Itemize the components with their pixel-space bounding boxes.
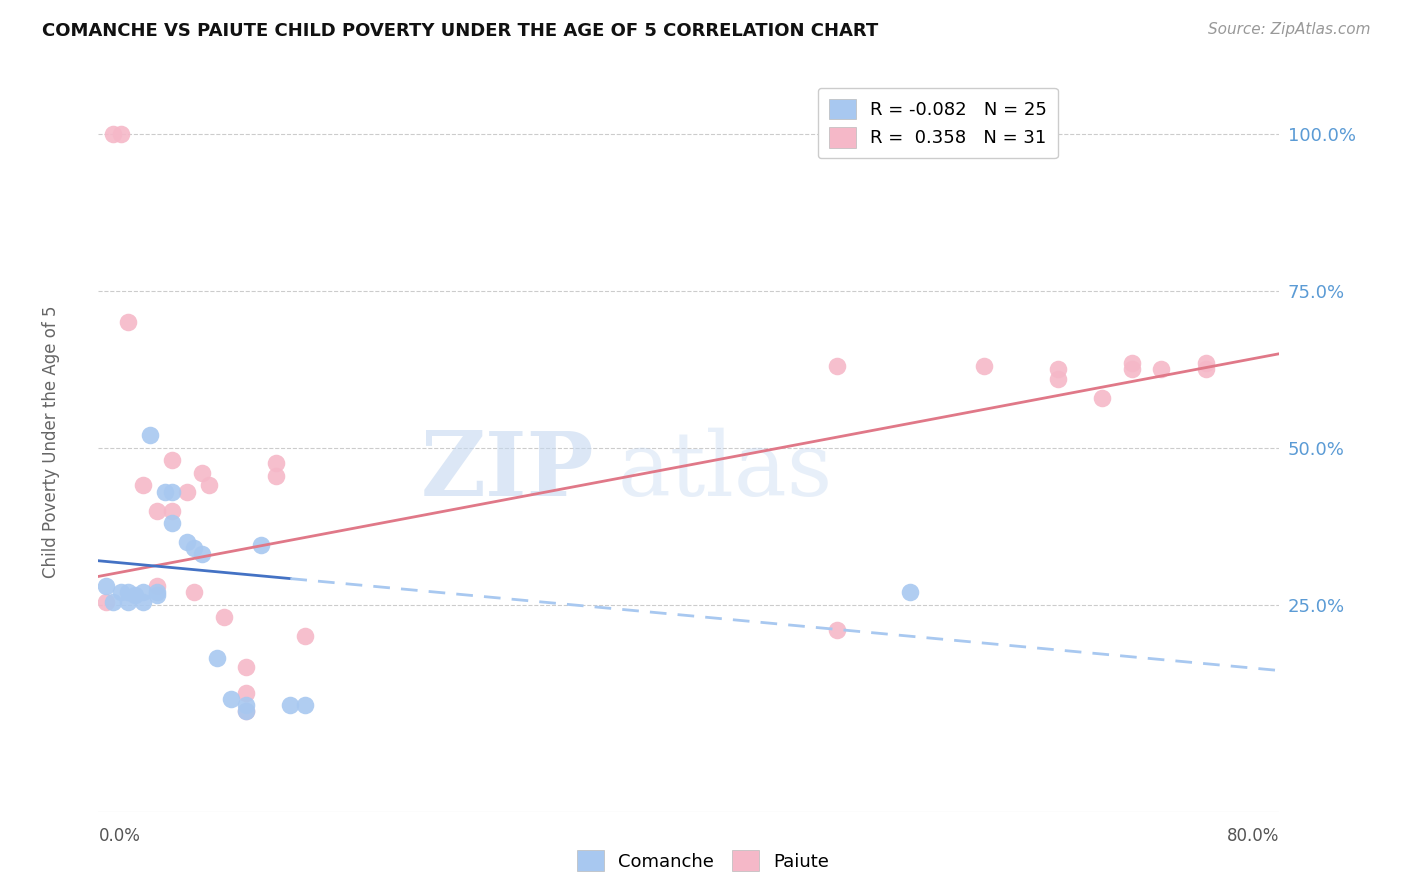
Point [294,698,316,712]
Point [264,469,287,483]
Text: 0.0%: 0.0% [98,828,141,846]
Point [1195,356,1218,370]
Point [191,548,214,562]
Point [1195,362,1218,376]
Point [1121,362,1143,376]
Point [146,585,169,599]
Point [103,127,125,141]
Point [235,704,257,718]
Point [235,698,257,712]
Point [162,503,183,517]
Point [132,594,155,608]
Point [235,660,257,674]
Point [162,453,183,467]
Point [1121,356,1143,370]
Point [1046,362,1070,376]
Point [103,594,125,608]
Point [110,585,132,599]
Point [94,579,117,593]
Point [117,315,139,329]
Text: Child Poverty Under the Age of 5: Child Poverty Under the Age of 5 [42,305,60,578]
Point [264,457,287,471]
Point [825,623,848,637]
Text: 80.0%: 80.0% [1227,828,1279,846]
Point [198,478,221,492]
Point [153,484,176,499]
Point [162,484,183,499]
Point [94,594,117,608]
Point [132,585,155,599]
Point [221,691,243,706]
Point [294,629,316,643]
Text: Source: ZipAtlas.com: Source: ZipAtlas.com [1208,22,1371,37]
Point [900,585,922,599]
Point [280,698,302,712]
Point [124,588,146,602]
Point [146,579,169,593]
Point [825,359,848,374]
Point [183,541,205,556]
Point [146,588,169,602]
Point [176,535,198,549]
Point [146,503,169,517]
Point [117,585,139,599]
Text: COMANCHE VS PAIUTE CHILD POVERTY UNDER THE AGE OF 5 CORRELATION CHART: COMANCHE VS PAIUTE CHILD POVERTY UNDER T… [42,22,879,40]
Point [191,466,214,480]
Point [183,585,205,599]
Point [205,651,228,665]
Point [162,516,183,530]
Text: ZIP: ZIP [420,427,595,515]
Point [1150,362,1173,376]
Text: atlas: atlas [619,427,834,515]
Point [1091,391,1114,405]
Legend: Comanche, Paiute: Comanche, Paiute [569,843,837,879]
Point [250,538,273,552]
Point [973,359,995,374]
Point [235,704,257,718]
Point [1046,372,1070,386]
Point [212,610,235,624]
Point [176,484,198,499]
Point [132,478,155,492]
Point [235,685,257,699]
Legend: R = -0.082   N = 25, R =  0.358   N = 31: R = -0.082 N = 25, R = 0.358 N = 31 [818,87,1057,159]
Point [139,428,162,442]
Point [117,594,139,608]
Point [110,127,132,141]
